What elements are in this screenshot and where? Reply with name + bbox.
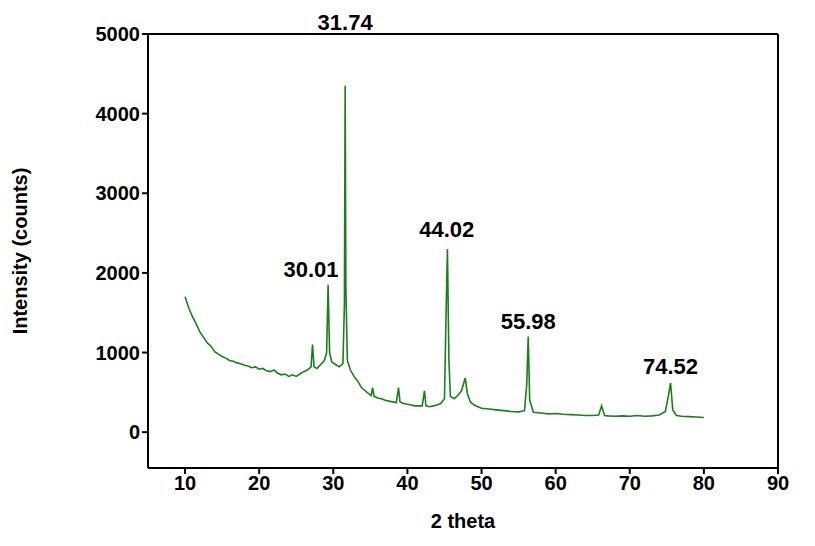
svg-text:3000: 3000 — [96, 182, 141, 204]
svg-text:Intensity (counts): Intensity (counts) — [9, 168, 31, 335]
svg-text:30.01: 30.01 — [284, 257, 339, 282]
svg-text:50: 50 — [470, 472, 492, 494]
svg-text:60: 60 — [545, 472, 567, 494]
svg-text:30: 30 — [322, 472, 344, 494]
svg-text:90: 90 — [767, 472, 789, 494]
svg-text:70: 70 — [619, 472, 641, 494]
svg-text:31.74: 31.74 — [318, 10, 374, 35]
svg-text:0: 0 — [129, 421, 140, 443]
svg-text:44.02: 44.02 — [419, 217, 474, 242]
svg-text:2000: 2000 — [96, 262, 141, 284]
svg-text:74.52: 74.52 — [643, 354, 698, 379]
svg-text:4000: 4000 — [96, 103, 141, 125]
svg-text:80: 80 — [693, 472, 715, 494]
svg-text:55.98: 55.98 — [501, 309, 556, 334]
svg-text:5000: 5000 — [96, 23, 141, 45]
svg-text:20: 20 — [248, 472, 270, 494]
svg-text:1000: 1000 — [96, 342, 141, 364]
svg-text:10: 10 — [174, 472, 196, 494]
svg-text:2 theta: 2 theta — [431, 510, 496, 532]
svg-text:40: 40 — [396, 472, 418, 494]
